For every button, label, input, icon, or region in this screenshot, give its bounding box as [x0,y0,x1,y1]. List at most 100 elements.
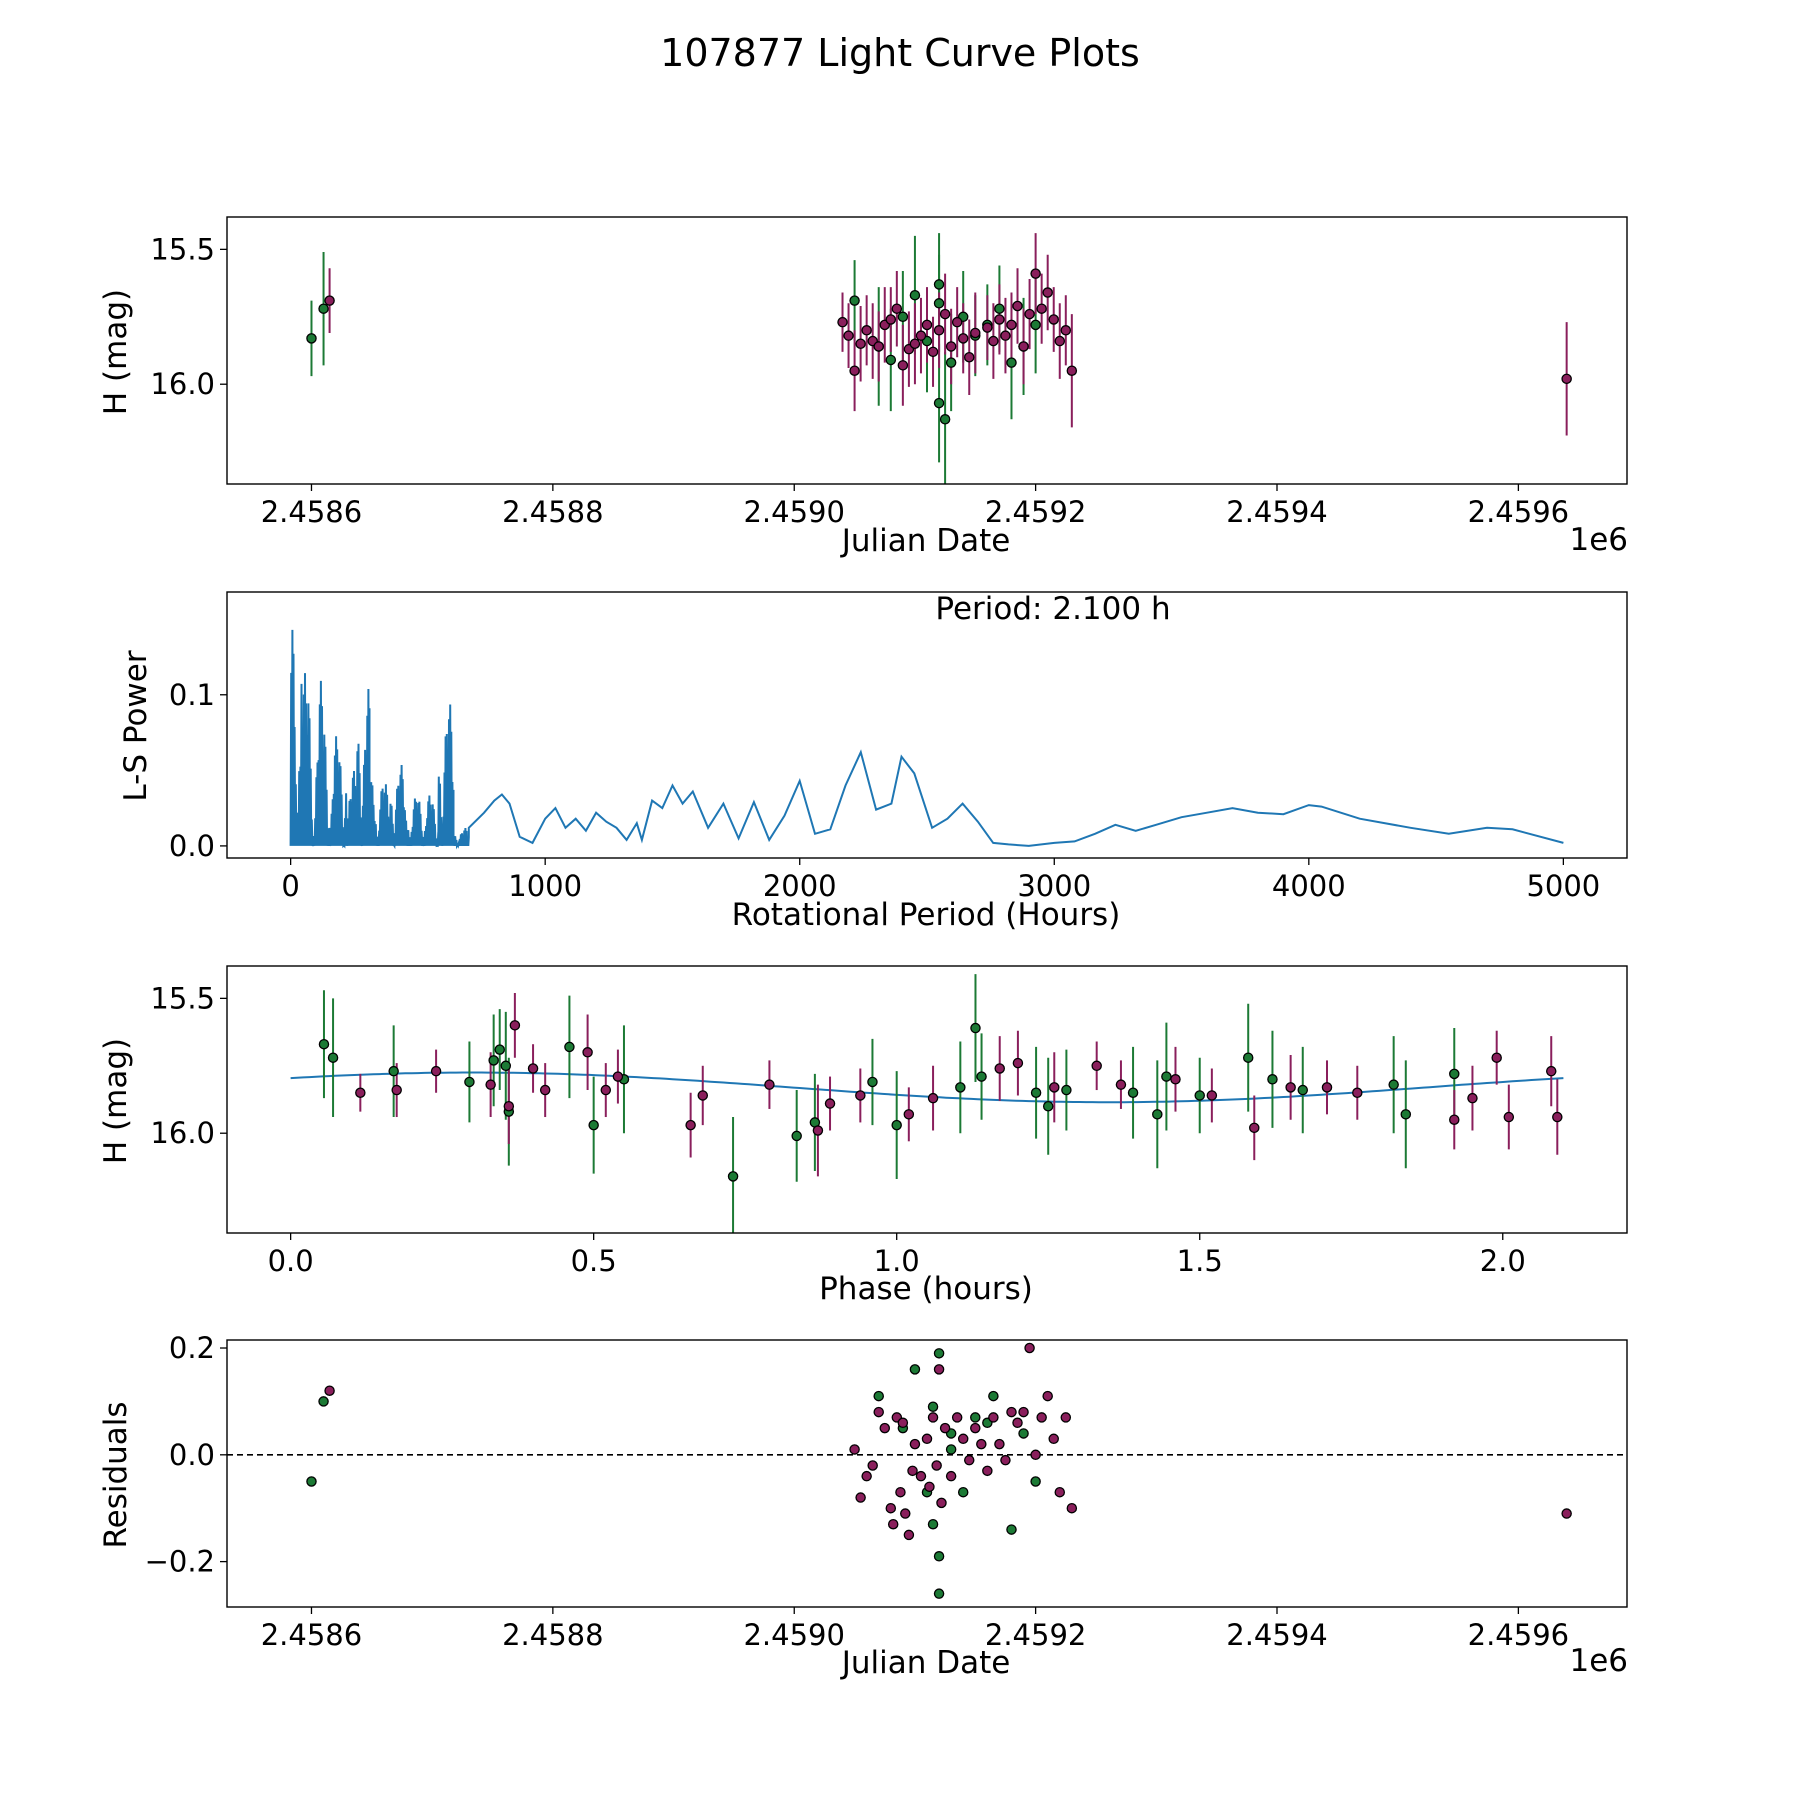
purple-data-point [1491,1052,1502,1063]
green-data-point [494,1044,505,1055]
green-data-point [588,1119,599,1131]
purple-data-point [1024,1342,1035,1354]
purple-data-point [612,1071,624,1082]
purple-data-point [921,319,933,331]
power-spectrum-line [289,629,1564,850]
purple-data-point [843,330,854,341]
purple-data-point [903,1109,915,1120]
purple-data-point [527,1063,539,1074]
green-data-point [488,1055,499,1066]
green-data-point [933,397,945,409]
green-data-point [1006,1524,1017,1535]
green-data-point [791,1130,802,1142]
residuals-xlabel: Julian Date [840,1645,1011,1681]
green-data-point [1152,1109,1163,1120]
green-data-point [1449,1068,1460,1080]
purple-data-point [1048,1433,1059,1445]
purple-data-point [485,1079,496,1090]
green-data-point [945,357,957,368]
purple-data-point [1054,1486,1066,1498]
green-data-point [1030,1476,1041,1487]
purple-data-point [921,1433,933,1445]
purple-data-point [1115,1079,1127,1090]
purple-data-point [1206,1090,1218,1101]
purple-data-point [988,1412,999,1423]
purple-data-point [939,308,951,320]
purple-data-point [685,1119,696,1131]
purple-data-point [988,335,999,347]
green-data-point [909,1364,921,1375]
y-tick-label: 0.2 [169,1331,215,1365]
purple-data-point [1321,1082,1333,1093]
purple-data-point [1066,1502,1078,1514]
purple-data-point [600,1084,612,1096]
x-tick-label: 2.4586 [261,1618,362,1652]
purple-data-point [1024,308,1035,320]
x-tick-label: 2.4592 [985,1618,1086,1652]
x-tick-label: 0.0 [268,1244,314,1278]
green-data-point [891,1119,902,1131]
purple-data-point [1012,300,1023,312]
x-tick-label: 2.4596 [1468,495,1569,529]
x-tick-label: 2.4590 [743,1618,844,1652]
green-data-point [945,1444,957,1455]
periodogram-xlabel: Rotational Period (Hours) [732,897,1121,933]
purple-data-point [933,325,945,336]
purple-data-point [945,341,957,352]
green-data-point [1127,1087,1139,1099]
green-data-point [306,1476,317,1487]
periodogram-panel: Rotational Period (Hours) L-S Power Peri… [118,591,1628,933]
lightcurve-plot-area [306,233,1572,484]
purple-data-point [915,1470,927,1482]
x-tick-label: 2.4588 [502,495,603,529]
purple-data-point [849,1444,860,1455]
purple-data-point [1561,373,1572,385]
purple-data-point [891,303,903,314]
purple-data-point [887,1518,899,1530]
green-data-point [1242,1052,1254,1063]
purple-data-point [933,1364,945,1375]
x-tick-label: 1.0 [874,1244,920,1278]
x-tick-label: 2.4588 [502,1618,603,1652]
green-data-point [933,1348,945,1359]
purple-data-point [1036,1412,1047,1423]
phased-xlabel: Phase (hours) [819,1271,1033,1307]
purple-data-point [764,1079,775,1090]
purple-data-point [855,1090,866,1101]
green-data-point [1267,1074,1278,1085]
purple-data-point [936,1497,947,1509]
purple-data-point [963,351,975,363]
purple-data-point [982,1465,993,1477]
purple-data-point [931,1460,942,1471]
purple-data-point [885,1502,897,1514]
purple-data-point [1285,1082,1296,1093]
purple-data-point [994,314,1005,325]
purple-data-point [1170,1074,1181,1085]
purple-data-point [909,338,921,350]
purple-data-point [873,341,884,352]
purple-data-point [900,1508,911,1519]
purple-data-point [897,360,909,371]
residuals-ylabel: Residuals [98,1401,134,1548]
x-tick-label: 2000 [763,869,837,903]
residuals-axes-frame [226,1339,1628,1608]
green-data-point [318,303,329,314]
purple-data-point [903,1529,915,1541]
green-data-point [388,1065,399,1077]
green-data-point [1042,1100,1054,1112]
green-data-point [727,1171,739,1182]
lightcurve-panel: Julian Date H (mag) 1e6 2.4586 2.4588 2.45… [98,216,1628,559]
green-data-point [1400,1109,1412,1120]
purple-data-point [1066,365,1078,376]
x-tick-label: 2.4590 [743,495,844,529]
purple-data-point [1449,1114,1460,1125]
lightcurve-axes-frame [226,216,1628,485]
purple-data-point [879,1422,891,1434]
purple-data-point [1048,314,1059,325]
purple-data-point [976,1438,987,1450]
purple-data-point [873,1406,884,1418]
fit-curve-line [290,1071,1564,1104]
purple-data-point [1561,1508,1572,1519]
purple-data-point [885,314,897,325]
